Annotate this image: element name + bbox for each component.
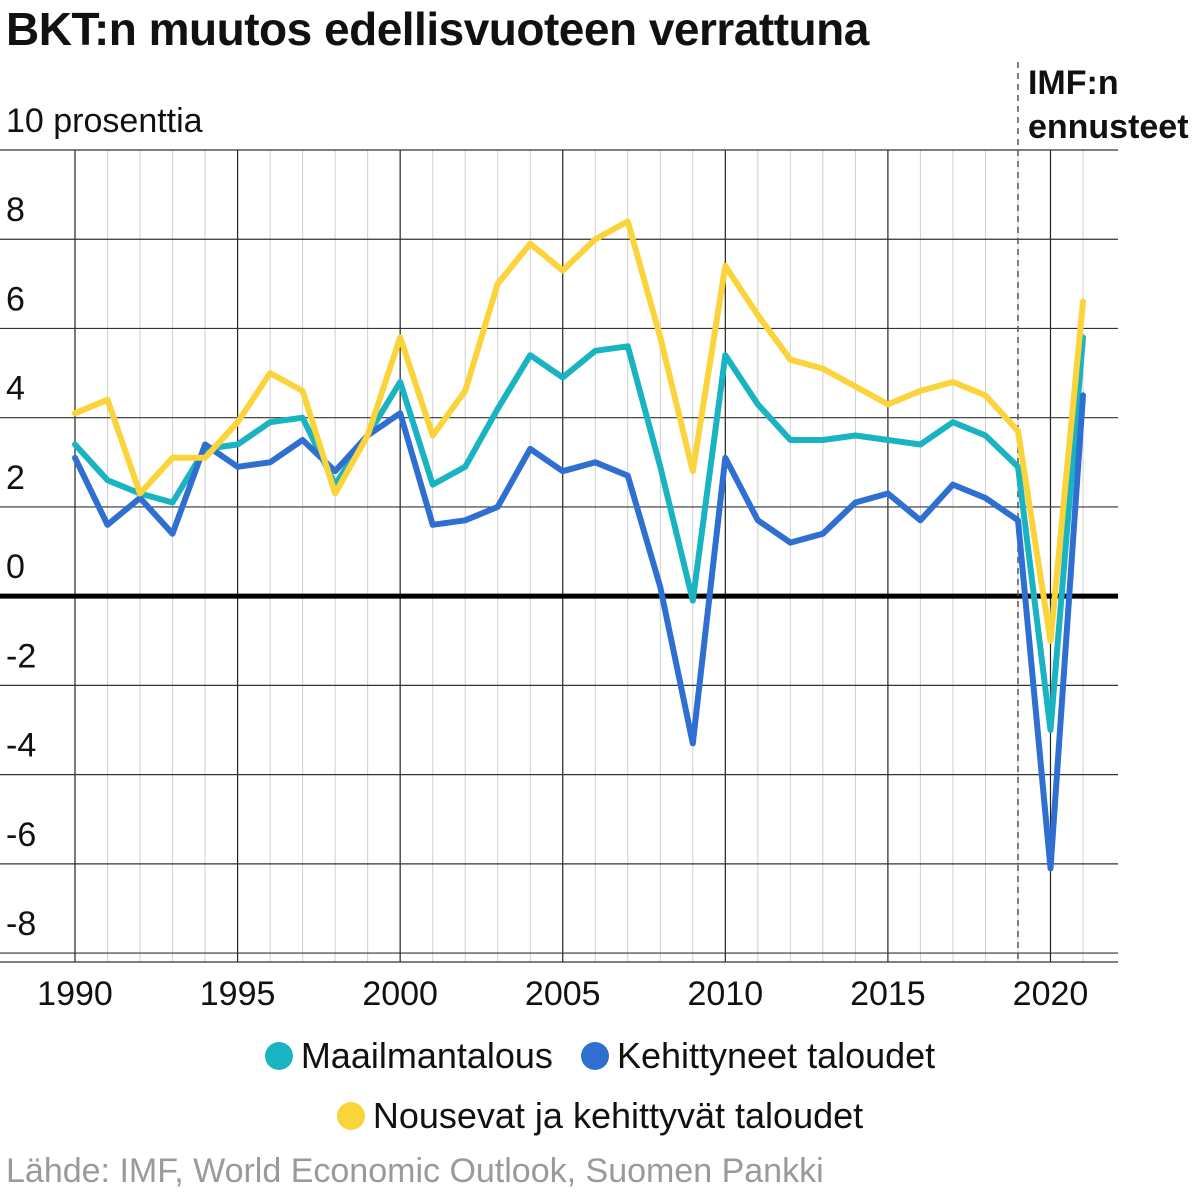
y-tick-label: -4 (6, 727, 36, 765)
y-axis: 10 prosenttia 8 6 4 2 0 -2 -4 -6 -8 (6, 102, 203, 943)
forecast-label-line: IMF:n (1028, 64, 1119, 102)
y-tick-label: 8 (6, 191, 25, 229)
y-tick-label: 4 (6, 370, 25, 408)
x-tick-label: 2005 (525, 975, 601, 1013)
x-tick-label: 2015 (850, 975, 926, 1013)
series-line-kehittyneet (72, 392, 1086, 872)
legend-dot-icon (580, 1042, 609, 1070)
legend-label: Kehittyneet taloudet (616, 1035, 936, 1076)
y-tick-label: 2 (6, 459, 25, 497)
y-tick-label: 6 (6, 280, 25, 318)
series-line-maailmantalous (72, 334, 1086, 733)
y-tick-label: -6 (6, 816, 36, 854)
y-tick-label: -8 (6, 905, 36, 943)
legend-item-nousevat: Nousevat ja kehittyvät taloudet (336, 1095, 864, 1137)
legend-label: Nousevat ja kehittyvät taloudet (372, 1095, 864, 1136)
legend-item-kehittyneet: Kehittyneet taloudet (580, 1035, 936, 1077)
x-tick-label: 1990 (37, 975, 113, 1013)
y-tick-label: -2 (6, 637, 36, 675)
x-tick-label: 1995 (200, 975, 276, 1013)
x-axis: 1990 1995 2000 2005 2010 2015 2020 (37, 975, 1088, 1013)
y-tick-label: 0 (6, 548, 25, 586)
legend-dot-icon (336, 1102, 365, 1130)
forecast-region: IMF:n ennusteet (1017, 62, 1189, 962)
x-tick-label: 2020 (1013, 975, 1089, 1013)
legend-item-maailmantalous: Maailmantalous (264, 1035, 553, 1077)
legend-row-1: Maailmantalous Kehittyneet taloudet (0, 1026, 1200, 1086)
series-lines (72, 218, 1086, 872)
x-tick-label: 2010 (688, 975, 764, 1013)
series-line-nousevat (72, 218, 1086, 644)
source-note: Lähde: IMF, World Economic Outlook, Suom… (6, 1152, 824, 1190)
y-axis-unit-label: 10 prosenttia (6, 102, 203, 140)
forecast-label-line: ennusteet (1028, 108, 1189, 146)
x-tick-label: 2000 (362, 975, 438, 1013)
legend-row-2: Nousevat ja kehittyvät taloudet (0, 1086, 1200, 1146)
chart-title: BKT:n muutos edellisvuoteen verrattuna (6, 3, 869, 55)
legend-label: Maailmantalous (300, 1035, 553, 1076)
legend-dot-icon (264, 1042, 293, 1070)
legend: Maailmantalous Kehittyneet taloudet Nous… (0, 1026, 1200, 1146)
grid-lines (0, 149, 1118, 963)
